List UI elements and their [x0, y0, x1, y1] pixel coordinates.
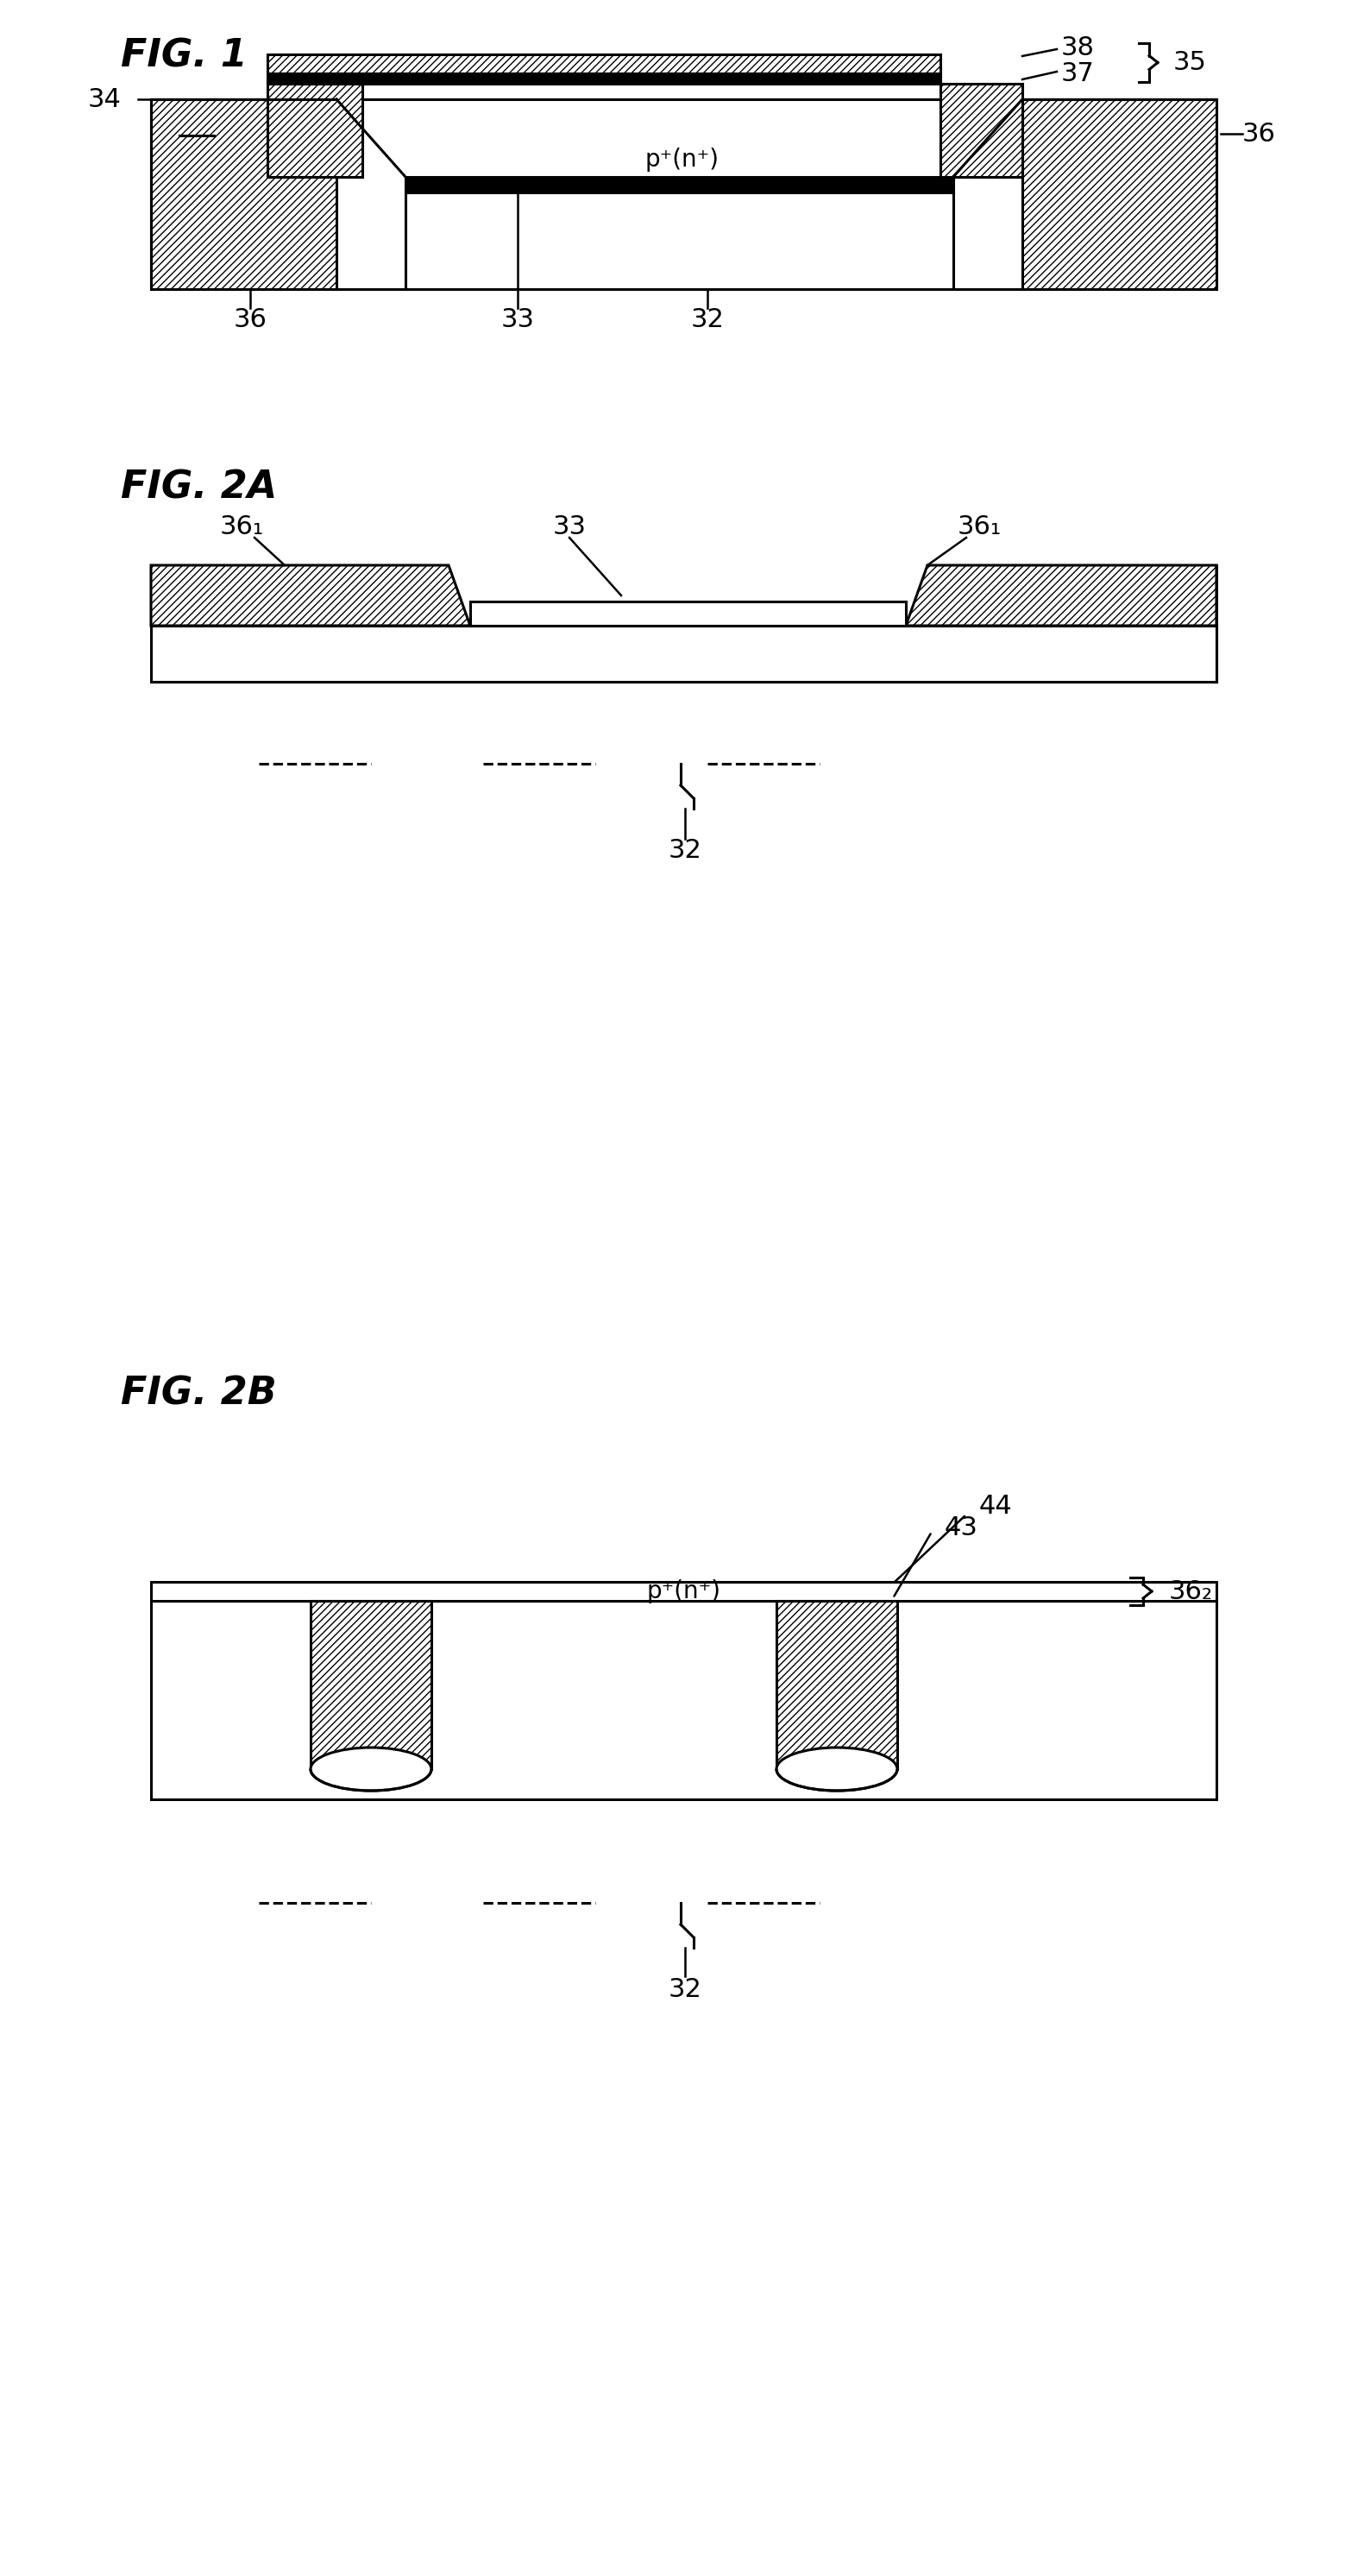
Ellipse shape	[311, 1747, 432, 1790]
Bar	[151, 100, 1217, 289]
Text: 36₁: 36₁	[958, 513, 1001, 538]
Text: 35: 35	[1173, 49, 1207, 75]
Bar	[267, 54, 940, 72]
Polygon shape	[906, 564, 1217, 626]
Text: FIG. 2B: FIG. 2B	[121, 1376, 277, 1412]
Text: 36: 36	[1243, 121, 1275, 147]
Text: FIG. 1: FIG. 1	[121, 39, 248, 75]
Text: 38: 38	[1062, 36, 1095, 59]
Text: p⁺(n⁺): p⁺(n⁺)	[652, 603, 723, 626]
Bar	[267, 72, 940, 82]
Text: 32: 32	[669, 837, 701, 863]
Text: p⁺(n⁺): p⁺(n⁺)	[644, 147, 719, 173]
Bar	[151, 100, 337, 289]
Text: 33: 33	[501, 307, 534, 332]
Bar	[151, 1582, 1217, 1600]
Text: FIG. 2A: FIG. 2A	[121, 469, 277, 505]
Text: 32: 32	[690, 307, 725, 332]
Bar	[470, 603, 906, 626]
Polygon shape	[151, 564, 470, 626]
Text: 43: 43	[945, 1515, 978, 1540]
Text: p⁺(n⁺): p⁺(n⁺)	[647, 1579, 721, 1602]
Text: 32: 32	[669, 1976, 701, 2002]
Text: 37: 37	[1062, 62, 1095, 85]
Bar	[151, 1600, 1217, 1798]
Bar	[311, 1600, 432, 1770]
Bar	[267, 82, 362, 178]
Bar	[406, 178, 954, 193]
Text: 44: 44	[980, 1494, 1012, 1517]
Text: 34: 34	[88, 88, 121, 111]
Text: 36₂: 36₂	[1169, 1579, 1212, 1605]
Text: 36: 36	[233, 307, 267, 332]
Ellipse shape	[777, 1747, 897, 1790]
Bar	[777, 1600, 897, 1770]
Bar	[1022, 100, 1217, 289]
Bar	[940, 82, 1022, 178]
Text: 36₁: 36₁	[219, 513, 263, 538]
Text: 33: 33	[552, 513, 586, 538]
Text: 31: 31	[181, 113, 215, 137]
Bar	[151, 626, 1217, 683]
